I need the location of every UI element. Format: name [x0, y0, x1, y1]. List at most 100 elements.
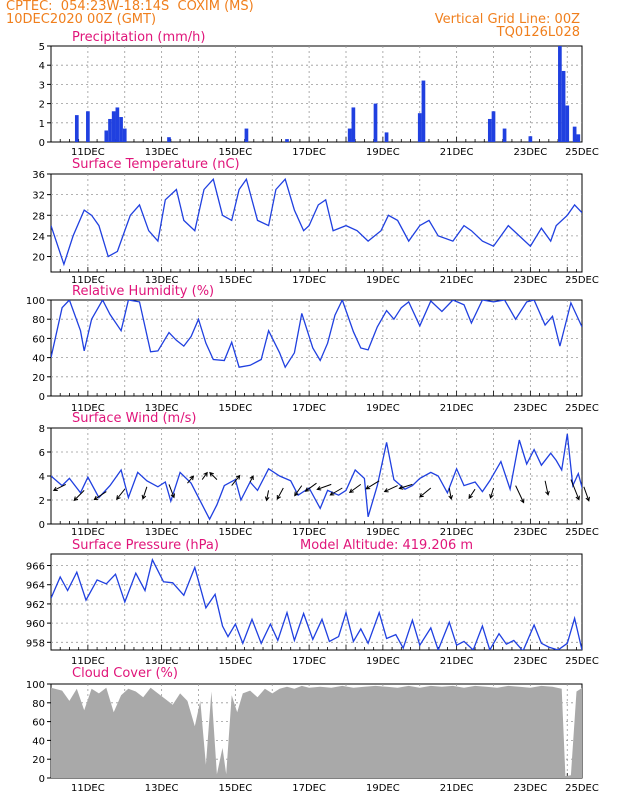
x-tick-label: 11DEC	[71, 527, 105, 538]
x-tick-label: 19DEC	[366, 656, 400, 667]
series-line	[51, 433, 582, 521]
model-code: TQ0126L028	[496, 25, 580, 40]
x-tick-label: 17DEC	[292, 147, 326, 158]
y-tick-label: 5	[39, 42, 45, 53]
panel-title: Surface Wind (m/s)	[72, 411, 196, 426]
wind-vector	[365, 480, 380, 490]
y-tick-label: 4	[39, 61, 45, 72]
precip-bar	[373, 103, 378, 142]
precip-bar	[351, 107, 356, 142]
precip-bar	[595, 61, 599, 142]
x-tick-label: 13DEC	[145, 275, 179, 286]
precip-bar	[115, 107, 120, 142]
x-tick-label: 17DEC	[292, 783, 326, 794]
precip-bar	[417, 113, 422, 142]
panel-3: 0 20 40 60 80 100 11DEC 13DEC 15DEC 17DEC 19DEC 21D…	[26, 284, 599, 414]
y-tick-label: 80	[32, 699, 45, 710]
x-tick-label: 21DEC	[440, 275, 474, 286]
x-tick-label: 11DEC	[71, 656, 105, 667]
precip-bar	[487, 118, 492, 142]
y-tick-label: 20	[32, 755, 45, 766]
x-tick-label: 13DEC	[145, 147, 179, 158]
y-tick-label: 60	[32, 334, 45, 345]
x-tick-label: 25DEC	[565, 147, 599, 158]
wind-vector	[570, 479, 580, 501]
plot-frame	[50, 45, 583, 143]
precip-bar	[528, 136, 533, 142]
x-tick-label: 25DEC	[565, 403, 599, 414]
precip-bar	[572, 126, 577, 142]
y-tick-label: 0	[39, 138, 45, 149]
x-tick-label: 11DEC	[71, 403, 105, 414]
y-tick-label: 20	[32, 253, 45, 264]
x-tick-label: 25DEC	[565, 656, 599, 667]
y-tick-label: 0	[39, 520, 45, 531]
x-tick-label: 13DEC	[145, 403, 179, 414]
precip-bar	[167, 137, 171, 142]
wind-vector	[294, 485, 303, 497]
wind-vector	[515, 485, 525, 504]
precip-bar	[347, 128, 352, 142]
y-tick-label: 24	[32, 232, 45, 243]
panel-title: Cloud Cover (%)	[72, 666, 178, 681]
y-tick-label: 2	[39, 496, 45, 507]
x-tick-label: 23DEC	[514, 147, 548, 158]
panel-title: Precipitation (mm/h)	[72, 30, 205, 45]
x-tick-label: 23DEC	[514, 656, 548, 667]
wind-vector	[448, 487, 453, 501]
precip-bar	[599, 86, 603, 142]
y-tick-label: 960	[26, 619, 45, 630]
y-tick-label: 20	[32, 373, 45, 384]
x-tick-label: 19DEC	[366, 147, 400, 158]
model-altitude-annotation: Model Altitude: 419.206 m	[300, 538, 473, 553]
wind-vector	[489, 487, 494, 499]
x-tick-label: 19DEC	[366, 275, 400, 286]
wind-vector	[116, 488, 126, 501]
wind-vector	[201, 471, 208, 480]
precip-bar	[502, 128, 507, 142]
y-tick-label: 36	[32, 170, 45, 181]
wind-vector	[316, 483, 332, 491]
x-tick-label: 11DEC	[71, 275, 105, 286]
panel-4: 0 2 4 6 8 11DEC 13DEC 15DEC 17DEC 19DEC 21DEC 23DEC…	[39, 411, 599, 538]
plot-frame	[50, 173, 583, 273]
precip-bar	[561, 70, 566, 142]
y-tick-label: 4	[39, 472, 45, 483]
wind-vector	[209, 471, 218, 480]
y-tick-label: 2	[39, 100, 45, 111]
x-tick-label: 15DEC	[219, 147, 253, 158]
cloud-area	[51, 685, 582, 778]
precip-bar	[74, 115, 79, 142]
plot-frame	[50, 553, 583, 651]
y-tick-label: 40	[32, 354, 45, 365]
x-tick-label: 21DEC	[440, 656, 474, 667]
y-tick-label: 966	[26, 562, 45, 573]
y-tick-label: 0	[39, 392, 45, 403]
panel-title: Surface Temperature (nC)	[72, 157, 240, 172]
y-tick-label: 40	[32, 736, 45, 747]
y-tick-label: 3	[39, 80, 45, 91]
x-tick-label: 25DEC	[565, 783, 599, 794]
x-tick-label: 13DEC	[145, 783, 179, 794]
wind-vector	[187, 475, 195, 484]
y-tick-label: 6	[39, 448, 45, 459]
precip-bar	[602, 111, 606, 142]
wind-vector	[276, 487, 284, 500]
precip-bar	[565, 105, 570, 142]
y-tick-label: 962	[26, 600, 45, 611]
x-tick-label: 17DEC	[292, 527, 326, 538]
wind-vector	[583, 486, 590, 502]
panel-2: 20 24 28 32 36 11DEC 13DEC 15DEC 17DEC 19DEC 21DEC…	[32, 157, 599, 286]
series-line	[51, 300, 582, 369]
precip-bar	[613, 113, 617, 142]
precip-bar	[606, 104, 610, 142]
wind-vector	[168, 484, 176, 499]
precip-bar	[384, 132, 389, 142]
wind-vector	[304, 482, 317, 492]
station-label: CPTEC: 054:23W-18:14S COXIM (MS)	[6, 0, 254, 14]
grid-note: Vertical Grid Line: 00Z	[434, 12, 580, 27]
panel-title: Relative Humidity (%)	[72, 284, 214, 299]
x-tick-label: 17DEC	[292, 656, 326, 667]
x-tick-label: 23DEC	[514, 403, 548, 414]
